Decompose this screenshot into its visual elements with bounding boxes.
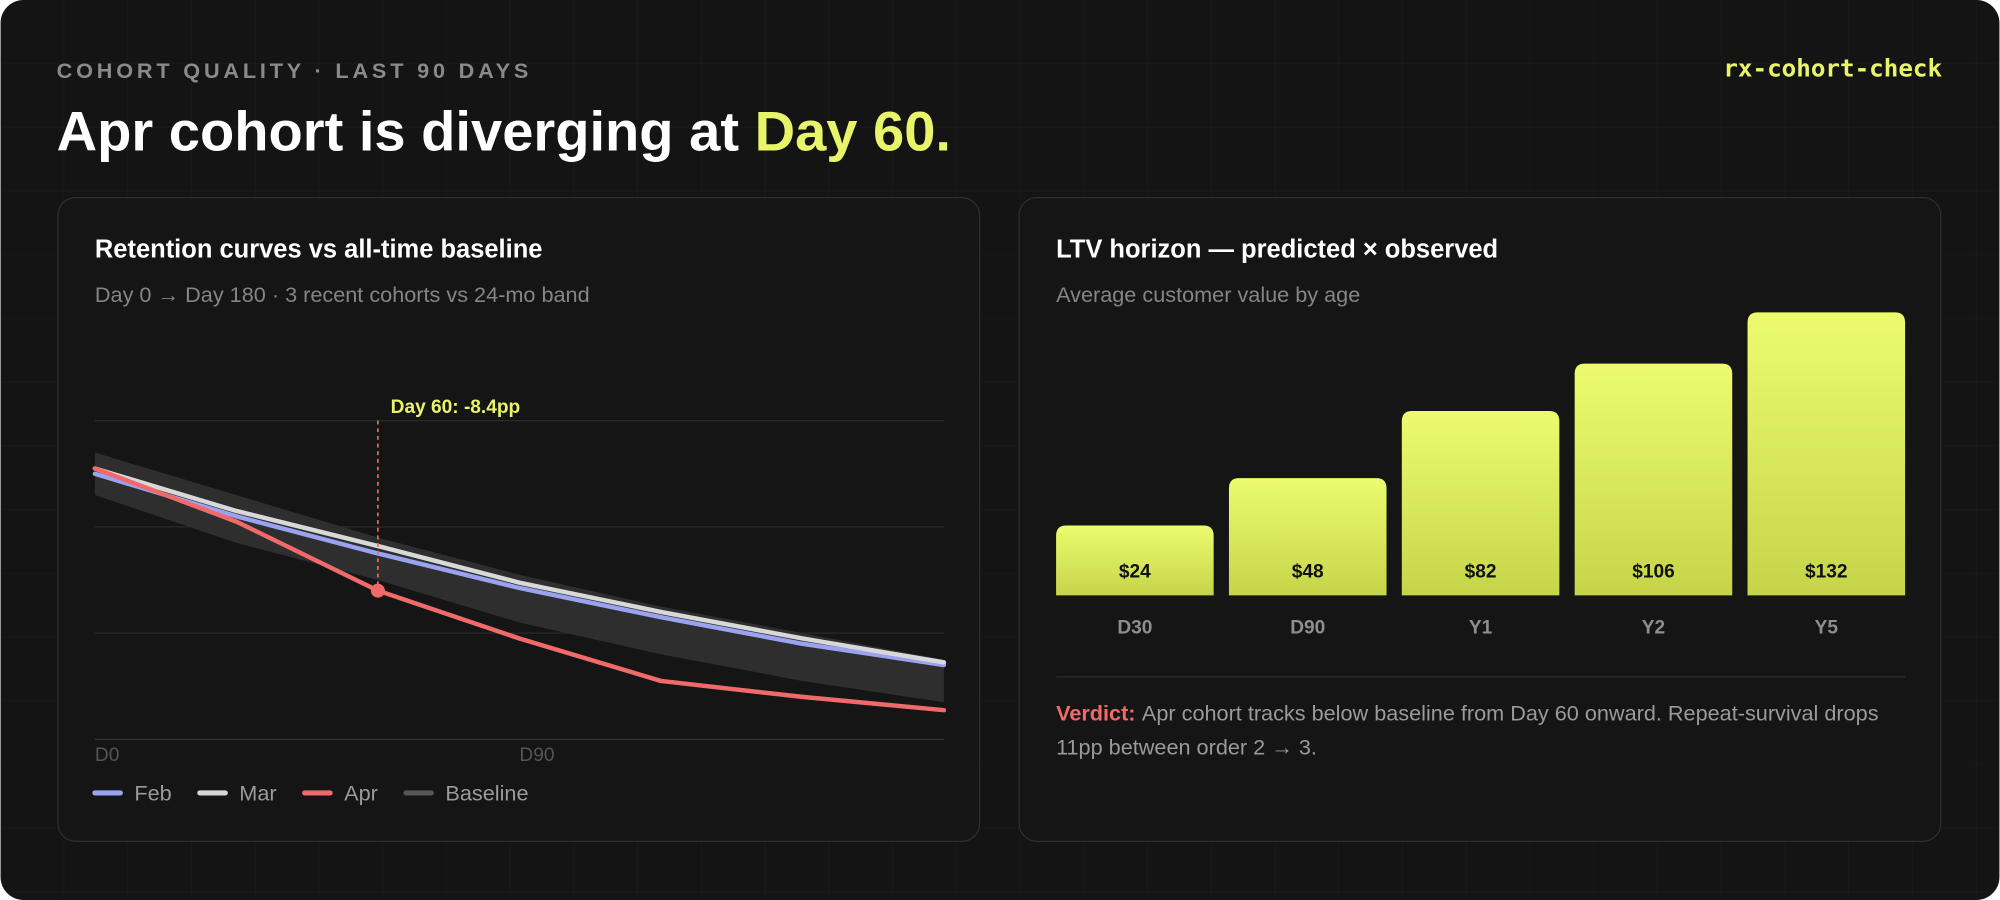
ltv-chart: $24 D30 $48 D90 $82 Y1 $106 Y2 $132 Y5 xyxy=(1056,312,1906,639)
baseline-band xyxy=(94,452,944,703)
x-tick-label: D0 xyxy=(95,745,119,766)
verdict: Verdict: Apr cohort tracks below baseline… xyxy=(1056,700,1879,725)
bar xyxy=(1056,525,1214,596)
legend-label: Apr xyxy=(344,781,378,806)
x-tick-label: Y5 xyxy=(1815,618,1839,639)
panel-subtitle: Day 0 → Day 180 · 3 recent cohorts vs 24… xyxy=(95,282,590,307)
x-tick-label: Y1 xyxy=(1469,618,1493,639)
legend-label: Mar xyxy=(239,781,276,806)
x-tick-label: Y2 xyxy=(1642,618,1665,639)
headline-text: Apr cohort is diverging at xyxy=(57,99,755,162)
badge: rx-cohort-check xyxy=(1723,54,1942,82)
legend-label: Feb xyxy=(134,781,171,806)
annotation-label: Day 60: -8.4pp xyxy=(391,397,521,418)
verdict-text: 11pp between order 2 → 3. xyxy=(1056,735,1317,760)
series-line xyxy=(92,466,947,665)
panel xyxy=(57,196,981,842)
panel-title: LTV horizon — predicted × observed xyxy=(1056,236,1498,264)
annotation-point xyxy=(370,583,385,598)
bar xyxy=(1574,363,1733,596)
value-label: $132 xyxy=(1805,561,1848,582)
headline-highlight: Day 60. xyxy=(755,99,951,162)
value-label: $24 xyxy=(1119,561,1151,582)
bar xyxy=(1747,312,1906,596)
x-tick-label: D90 xyxy=(1290,618,1325,639)
headline: Apr cohort is diverging at Day 60. xyxy=(57,99,951,162)
legend-label: Baseline xyxy=(445,781,528,806)
value-label: $82 xyxy=(1465,561,1497,582)
x-tick-label: D30 xyxy=(1117,618,1152,639)
panel-title: Retention curves vs all-time baseline xyxy=(95,236,543,264)
verdict-label: Verdict: xyxy=(1056,700,1135,725)
x-tick-label: D90 xyxy=(519,745,554,766)
value-label: $48 xyxy=(1292,561,1324,582)
series-line xyxy=(92,466,947,713)
eyebrow: COHORT QUALITY · LAST 90 DAYS xyxy=(57,58,533,83)
bar xyxy=(1401,410,1560,596)
verdict-text: Apr cohort tracks below baseline from Da… xyxy=(1142,700,1879,725)
panel-subtitle: Average customer value by age xyxy=(1056,282,1360,307)
series-line xyxy=(92,471,947,668)
value-label: $106 xyxy=(1632,561,1675,582)
bar xyxy=(1228,478,1387,596)
